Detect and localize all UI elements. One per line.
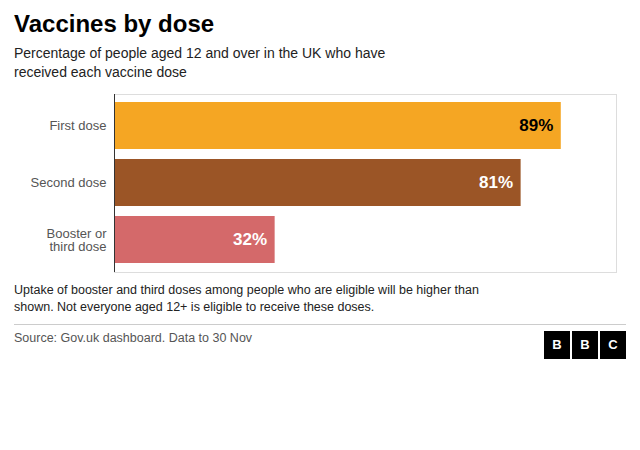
svg-text:Booster orthird dose: Booster orthird dose xyxy=(47,225,108,253)
html-text:Source: Gov.uk dashboard. Data: Source: Gov.uk dashboard. Data to 30 Nov xyxy=(14,330,253,345)
html-text:B: B xyxy=(580,336,590,352)
html-text:Uptake of booster and third do: Uptake of booster and third doses among … xyxy=(14,282,479,314)
html-text:B: B xyxy=(552,336,562,352)
html-text:C: C xyxy=(608,336,618,352)
svg-text:32%: 32% xyxy=(233,230,267,249)
html-text:Percentage of people aged 12 a: Percentage of people aged 12 and over in… xyxy=(14,45,386,80)
svg-text:89%: 89% xyxy=(519,116,553,135)
svg-text:First dose: First dose xyxy=(49,118,106,133)
svg-text:81%: 81% xyxy=(479,173,513,192)
html-text:Vaccines by dose: Vaccines by dose xyxy=(14,10,215,37)
svg-text:Second dose: Second dose xyxy=(31,175,107,190)
